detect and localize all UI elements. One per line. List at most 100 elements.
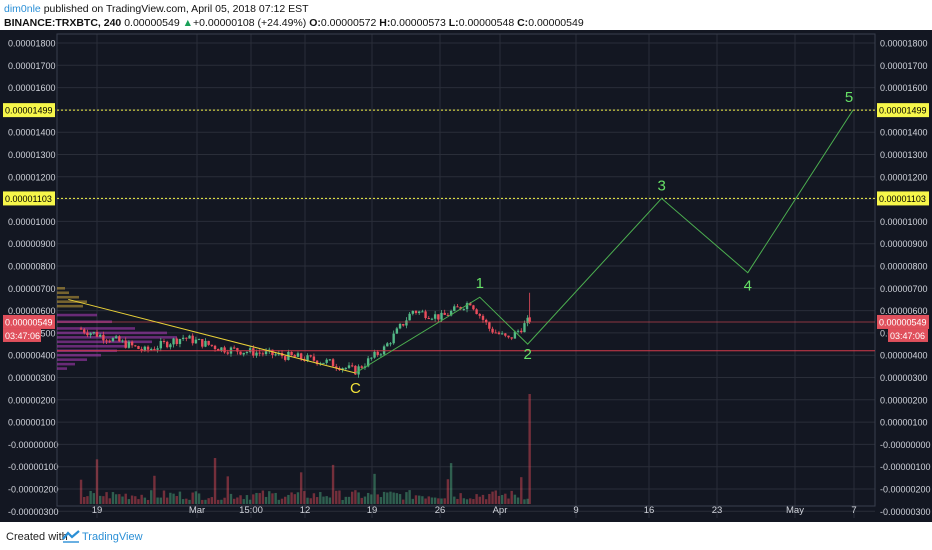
candle-body (478, 314, 481, 316)
x-tick-label: Apr (493, 505, 508, 516)
level-badge-left (3, 191, 55, 206)
volume-bar (520, 477, 523, 504)
candle-body (523, 323, 526, 333)
x-tick-label: 19 (92, 505, 103, 516)
volume-bar (386, 492, 389, 504)
volume-bar (226, 476, 229, 504)
volume-bar (284, 496, 287, 504)
price-chart[interactable]: 0.00001800 0.00001800 0.00001700 0.00001700… (0, 30, 932, 522)
volume-bar (280, 498, 284, 504)
candle-body (427, 318, 430, 320)
y-tick-label-left: 0.00001300 (8, 150, 56, 160)
candle-body (140, 348, 143, 351)
volume-bar (440, 498, 443, 504)
volume-bar (481, 494, 485, 504)
candle-body (351, 365, 354, 367)
x-tick-label: 16 (644, 505, 655, 516)
volume-bar (150, 490, 153, 504)
volume-bar (360, 497, 363, 504)
volume-bar (312, 493, 316, 504)
level-badge-text: 0.00001103 (879, 194, 926, 204)
volume-bar (245, 495, 249, 504)
high-value: 0.00000573 (390, 17, 446, 29)
candle-body (528, 317, 531, 322)
candle-body (373, 351, 376, 358)
volume-bar (95, 459, 99, 504)
volume-bar (130, 495, 134, 504)
publish-line: dim0nle published on TradingView.com, Ap… (4, 3, 309, 15)
candle-body (242, 352, 245, 355)
volume-bar (392, 492, 395, 504)
candle-body (197, 339, 201, 341)
volume-bar (341, 499, 344, 504)
volume-bar (181, 499, 185, 504)
volume-bar (357, 492, 360, 504)
x-tick-label: 19 (367, 505, 378, 516)
candle-body (86, 332, 89, 336)
volume-profile-bar (57, 367, 67, 370)
chart-background (0, 30, 932, 522)
candle-body (507, 335, 510, 338)
candle-body (414, 310, 418, 314)
candle-body (357, 366, 360, 375)
y-tick-label-right: 0.00001800 (880, 39, 928, 49)
volume-bar (306, 497, 309, 504)
candle-body (124, 340, 127, 348)
volume-profile-bar (57, 340, 152, 344)
candle-body (376, 351, 379, 355)
volume-bar (405, 492, 408, 504)
price-badge-right (877, 314, 929, 329)
candle-body (204, 340, 207, 347)
volume-bar (236, 497, 239, 504)
volume-bar (92, 493, 96, 504)
candle-body (402, 323, 405, 326)
candle-body (299, 353, 303, 359)
candle-body (264, 351, 268, 355)
author-link[interactable]: dim0nle (4, 3, 41, 15)
volume-bar (239, 495, 242, 504)
candle-body (178, 339, 182, 344)
volume-bar (287, 494, 290, 504)
candle-body (232, 347, 236, 349)
candle-body (105, 340, 108, 342)
candle-body (172, 338, 175, 345)
y-tick-label-left: 0.00001400 (8, 128, 56, 138)
y-tick-label-right: 0.00000600 (880, 306, 928, 316)
candle-body (443, 312, 446, 315)
volume-bar (526, 498, 529, 504)
low-label: L: (448, 17, 459, 29)
candle-body (328, 359, 332, 361)
volume-profile-bar (57, 291, 69, 295)
volume-bar (102, 496, 105, 504)
candle-body (449, 310, 453, 316)
candle-body (481, 315, 485, 320)
volume-bar (134, 496, 137, 504)
candle-body (354, 365, 357, 375)
volume-bar (165, 497, 169, 504)
volume-bar (175, 496, 178, 504)
candle-body (386, 343, 389, 347)
volume-bar (507, 498, 510, 504)
candle-body (207, 340, 210, 345)
candle-body (159, 340, 162, 349)
y-tick-label-right: 0.00001300 (880, 150, 928, 160)
candle-body (239, 351, 242, 355)
volume-bar (456, 498, 459, 504)
tradingview-brand[interactable]: TradingView (82, 531, 143, 543)
y-tick-label-left: -0.00000000 (8, 440, 59, 450)
volume-bar (86, 496, 89, 504)
x-tick-label: 12 (300, 505, 311, 516)
price-badge-text: 0.00000549 (5, 317, 53, 327)
candle-body (440, 312, 443, 320)
y-tick-label-right: 0.00001400 (880, 128, 928, 138)
candle-body (274, 354, 277, 356)
volume-bar (325, 496, 328, 504)
volume-profile-bar (57, 287, 65, 290)
y-tick-label-right: 0.00000300 (880, 373, 928, 383)
volume-bar (169, 492, 172, 504)
candle-body (389, 343, 392, 345)
volume-bar (424, 498, 427, 504)
level-badge-right (877, 103, 929, 118)
x-tick-label: Mar (189, 505, 205, 516)
volume-profile-bar (57, 300, 87, 303)
